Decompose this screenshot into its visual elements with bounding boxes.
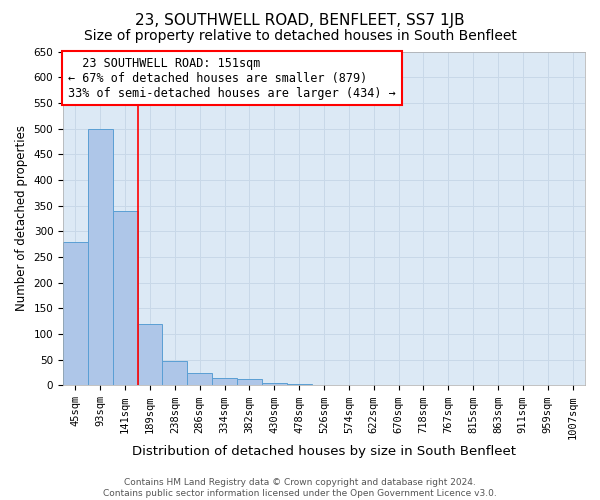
- Text: 23, SOUTHWELL ROAD, BENFLEET, SS7 1JB: 23, SOUTHWELL ROAD, BENFLEET, SS7 1JB: [135, 12, 465, 28]
- Bar: [63, 242, 88, 386]
- Bar: [311, 385, 337, 386]
- Bar: [535, 385, 560, 386]
- Bar: [88, 128, 113, 386]
- Bar: [287, 384, 311, 386]
- Text: Size of property relative to detached houses in South Benfleet: Size of property relative to detached ho…: [83, 29, 517, 43]
- Bar: [137, 324, 163, 386]
- Bar: [436, 385, 461, 386]
- Bar: [187, 372, 212, 386]
- Text: 23 SOUTHWELL ROAD: 151sqm
← 67% of detached houses are smaller (879)
33% of semi: 23 SOUTHWELL ROAD: 151sqm ← 67% of detac…: [68, 56, 396, 100]
- Bar: [163, 362, 187, 386]
- Y-axis label: Number of detached properties: Number of detached properties: [15, 126, 28, 312]
- Bar: [113, 211, 137, 386]
- Bar: [361, 385, 386, 386]
- Text: Contains HM Land Registry data © Crown copyright and database right 2024.
Contai: Contains HM Land Registry data © Crown c…: [103, 478, 497, 498]
- Bar: [262, 383, 287, 386]
- Bar: [237, 380, 262, 386]
- Bar: [212, 378, 237, 386]
- X-axis label: Distribution of detached houses by size in South Benfleet: Distribution of detached houses by size …: [132, 444, 516, 458]
